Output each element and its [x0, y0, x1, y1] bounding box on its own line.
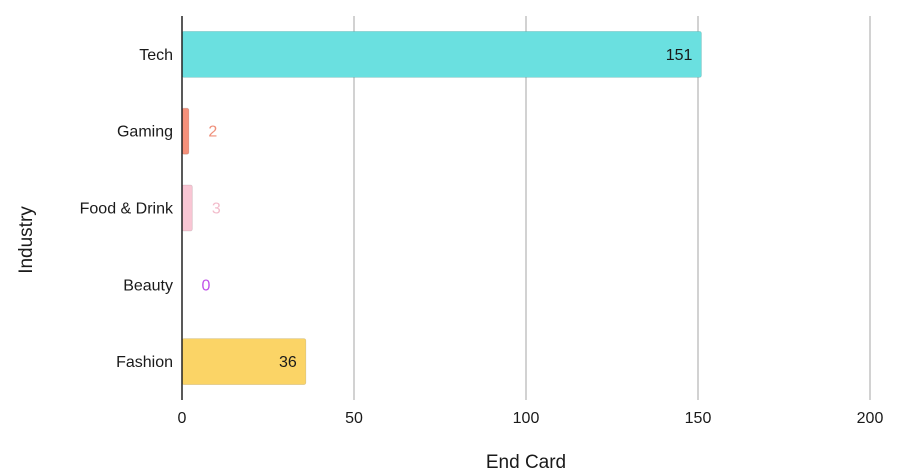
x-tick-label: 200: [857, 410, 884, 427]
bar-tech: [181, 30, 702, 78]
data-label: 3: [212, 201, 221, 218]
grid-lines: [353, 16, 871, 400]
x-tick-label: 150: [685, 410, 712, 427]
category-label: Fashion: [116, 354, 173, 371]
x-tick-label: 0: [178, 410, 187, 427]
y-axis-title: Industry: [16, 206, 37, 274]
bars: [181, 30, 702, 386]
data-label: 0: [202, 277, 211, 294]
category-label: Beauty: [123, 277, 173, 294]
data-label: 151: [666, 47, 693, 64]
category-label: Food & Drink: [80, 201, 174, 218]
x-tick-label: 50: [345, 410, 363, 427]
data-labels: 151 2 3 0 36: [202, 47, 693, 371]
x-tick-label: 100: [513, 410, 540, 427]
category-label: Tech: [139, 47, 173, 64]
bar-gaming: [181, 107, 190, 155]
category-labels: Tech Gaming Food & Drink Beauty Fashion: [80, 47, 174, 371]
category-label: Gaming: [117, 124, 173, 141]
x-axis-title: End Card: [486, 452, 566, 473]
x-tick-labels: 0 50 100 150 200: [178, 410, 884, 427]
data-label: 36: [279, 354, 297, 371]
bar-food-drink: [181, 184, 193, 232]
data-label: 2: [208, 124, 217, 141]
